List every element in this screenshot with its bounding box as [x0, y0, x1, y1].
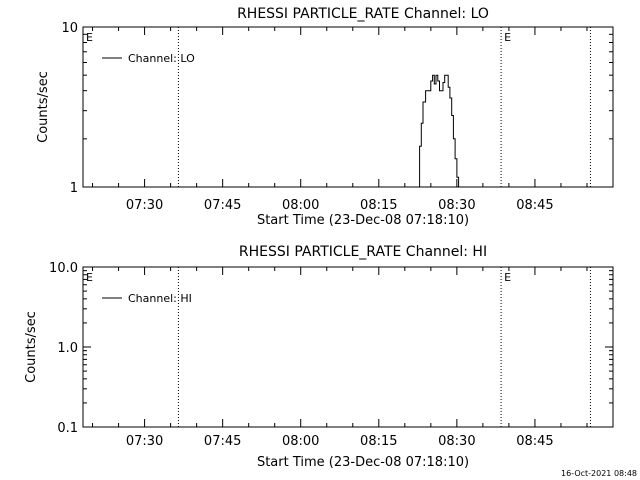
x-tick-label: 07:30 [126, 434, 163, 449]
chart-title: RHESSI PARTICLE_RATE Channel: LO [237, 6, 489, 22]
y-axis-label: Counts/sec [36, 71, 51, 143]
x-tick-label: 07:45 [204, 434, 241, 449]
chart-panel-hi: RHESSI PARTICLE_RATE Channel: HI 07:30 07:… [24, 244, 614, 470]
x-tick-label: 08:30 [438, 434, 475, 449]
y-tick-label: 1 [70, 181, 78, 196]
x-tick-label: 08:00 [282, 198, 319, 213]
legend-label: Channel: LO [128, 52, 195, 65]
y-tick-label: 10 [61, 21, 78, 36]
event-marker-label: E [504, 31, 511, 44]
y-tick-label: 10.0 [49, 261, 78, 276]
x-axis-label: Start Time (23-Dec-08 07:18:10) [257, 213, 469, 228]
x-tick-label: 07:45 [204, 198, 241, 213]
x-axis-label: Start Time (23-Dec-08 07:18:10) [257, 455, 469, 470]
y-tick-label: 0.1 [57, 421, 78, 436]
legend-label: Channel: HI [128, 292, 192, 305]
footer-timestamp: 16-Oct-2021 08:48 [561, 469, 637, 478]
event-marker-label: E [504, 271, 511, 284]
x-tick-label: 08:30 [438, 198, 475, 213]
event-marker-label: E [86, 31, 93, 44]
event-marker-label: E [86, 271, 93, 284]
y-tick-label: 1.0 [57, 341, 78, 356]
x-tick-label: 08:15 [360, 434, 397, 449]
chart-title: RHESSI PARTICLE_RATE Channel: HI [239, 244, 487, 260]
chart-panel-lo: RHESSI PARTICLE_RATE Channel: LO 07:30 07:… [36, 6, 614, 228]
plot-frame [82, 266, 614, 428]
x-tick-label: 08:00 [282, 434, 319, 449]
x-tick-label: 07:30 [126, 198, 163, 213]
y-axis-label: Counts/sec [24, 311, 39, 383]
x-tick-label: 08:15 [360, 198, 397, 213]
x-tick-label: 08:45 [516, 198, 553, 213]
plot-frame [82, 26, 614, 188]
series-line [417, 74, 461, 188]
x-tick-label: 08:45 [516, 434, 553, 449]
